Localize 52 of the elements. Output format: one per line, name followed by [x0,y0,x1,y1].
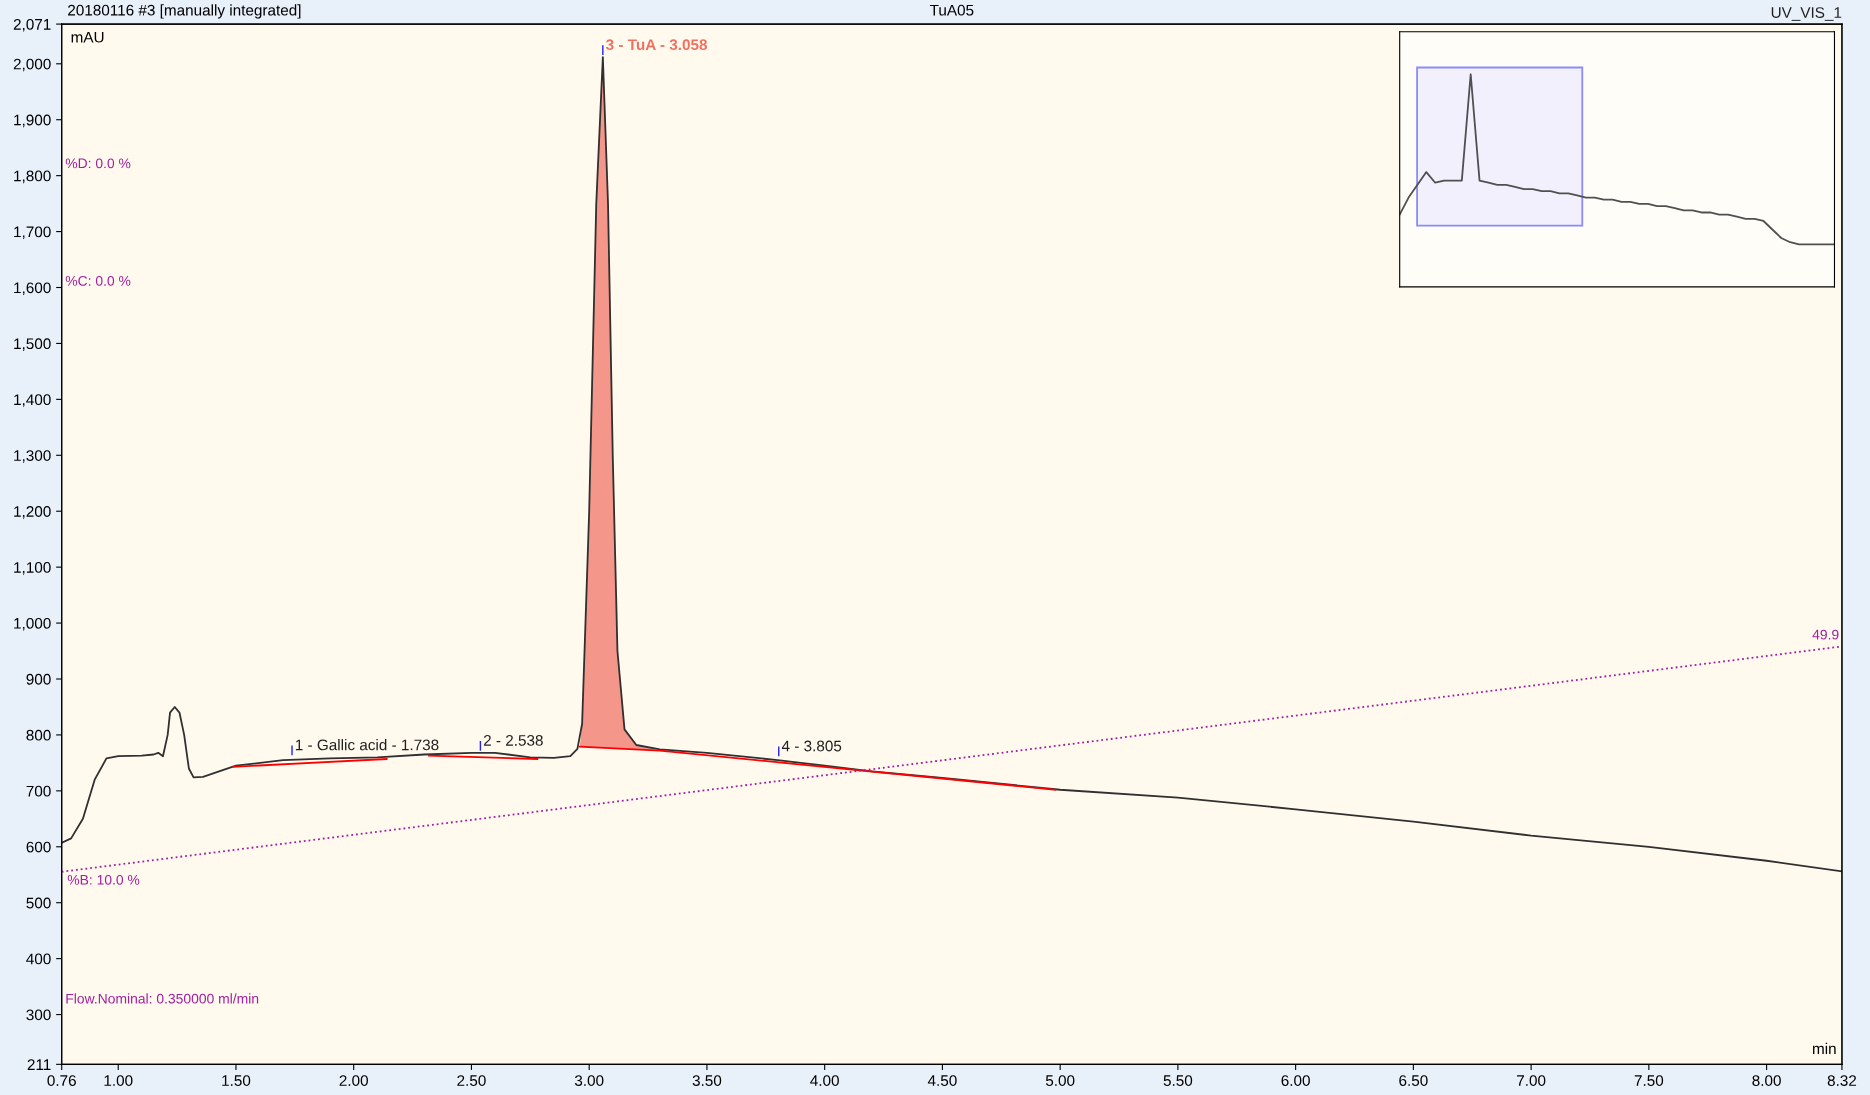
x-tick-label: 3.00 [574,1075,604,1086]
annotation: Flow.Nominal: 0.350000 ml/min [66,993,259,1004]
annotation: 3 - TuA - 3.058 [605,39,708,51]
y-tick-label: 1,600 [14,282,51,295]
x-tick-label: 6.50 [1399,1075,1428,1086]
x-tick-label: 5.50 [1163,1075,1193,1086]
data-label: %B: 10.0 % [67,874,140,885]
y-tick-label: 400 [26,953,51,965]
chart-subtitle: TuA05 [929,4,974,16]
text: UV_VIS_1 [1771,7,1842,21]
y-tick-label: 1,000 [14,617,51,631]
x-tick-label: 4.50 [927,1075,957,1086]
y-tick-label: 1,200 [14,506,51,519]
line-series [61,56,1842,873]
annotation: 4 - 3.805 [781,740,842,752]
x-tick-label: 3.50 [692,1075,722,1086]
y-tick-label: 211 [27,1059,51,1070]
y-tick-label: 600 [26,841,51,853]
x-tick-label: 1.00 [104,1075,133,1086]
y-tick-label: 1,500 [14,338,51,351]
y-tick-label: 1,900 [14,114,51,128]
y-tick-label: 800 [26,729,51,741]
y-tick-label: 900 [26,673,51,685]
y-tick-label: 2,000 [13,58,51,72]
y-tick-label: 300 [26,1009,51,1021]
y-tick-label: 500 [26,897,51,909]
x-tick-label: 7.50 [1634,1075,1664,1086]
x-tick-label: 5.00 [1045,1075,1075,1086]
x-tick-label: 8.00 [1752,1075,1781,1086]
y-axis-title: mAU [71,31,104,43]
y-tick-label: 1,800 [14,170,51,184]
x-tick-label: 1.50 [222,1075,251,1086]
chart-title: 20180116 #3 [manually integrated] [68,4,301,19]
y-tick-label: 1,700 [14,226,51,240]
x-tick-label: 2.50 [457,1075,486,1086]
data-label: 49.9 [1812,629,1839,640]
x-tick-label: 8.32 [1827,1075,1857,1086]
y-tick-label: 1,100 [14,562,51,575]
y-tick-label: 2,071 [13,18,51,32]
annotation: %C: 0.0 % [65,275,131,286]
y-tick-label: 1,300 [14,450,51,463]
annotation: 2 - 2.538 [483,735,543,746]
annotation: %D: 0.0 % [65,158,131,169]
y-tick-label: 1,400 [14,394,51,407]
x-tick-label: 0.76 [47,1075,76,1086]
x-axis-title: min [1813,1042,1836,1054]
y-tick-label: 700 [26,785,51,797]
x-tick-label: 4.00 [810,1075,839,1086]
x-tick-label: 6.00 [1281,1075,1310,1086]
x-tick-label: 2.00 [339,1075,368,1086]
annotation: 1 - Gallic acid - 1.738 [295,739,439,751]
x-tick-label: 7.00 [1517,1075,1546,1086]
